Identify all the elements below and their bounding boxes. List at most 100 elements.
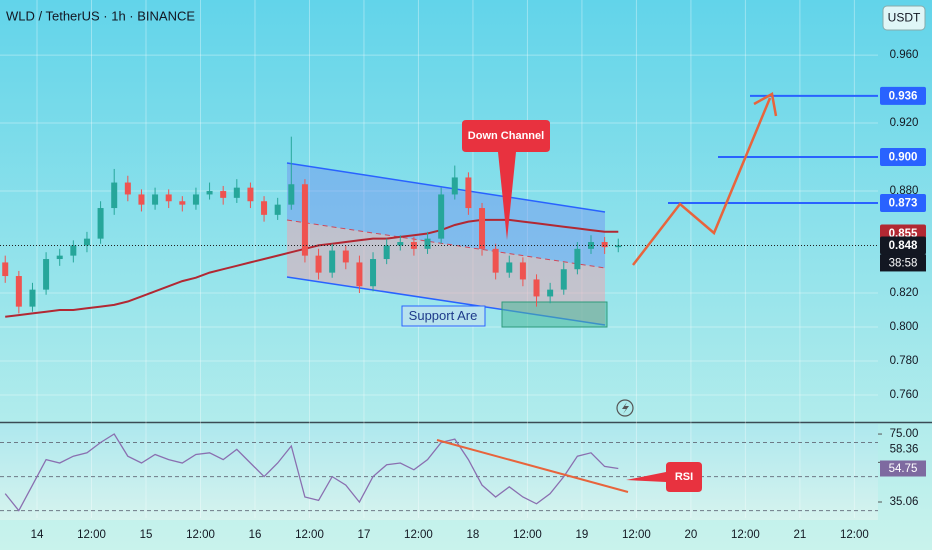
candle-body <box>179 201 186 205</box>
rsi-current-badge <box>880 460 926 477</box>
support-zone <box>501 301 608 328</box>
candle-body <box>356 262 363 287</box>
currency: USDT <box>888 11 921 25</box>
rsi-tick-label: 75.00 <box>890 428 919 440</box>
level-label: 0.936 <box>889 90 918 102</box>
candle-body <box>615 245 622 248</box>
candle-body <box>301 184 308 256</box>
support-label-box <box>401 305 486 327</box>
candle-body <box>274 204 281 215</box>
x-tick-label: 12:00 <box>77 529 106 541</box>
candle-body <box>15 276 22 307</box>
candle-body <box>192 194 199 205</box>
x-tick-label: 14 <box>31 529 44 541</box>
rsi-tick-label: 58.36 <box>890 443 919 455</box>
x-tick-label: 21 <box>793 529 806 541</box>
candle-body <box>97 208 104 239</box>
candle-body <box>547 289 554 297</box>
y-tick-label: 0.960 <box>890 49 919 61</box>
candle-body <box>438 194 445 239</box>
candle-body <box>397 242 404 246</box>
candle-body <box>261 201 268 215</box>
candle-body <box>124 182 131 195</box>
rsi-current-label: 54.75 <box>889 463 918 475</box>
support-label: Support Are <box>409 308 478 323</box>
currency-box[interactable] <box>882 5 926 31</box>
last-price-badge <box>880 236 926 255</box>
candle-body <box>492 248 499 273</box>
candle-body <box>465 177 472 209</box>
candle-body <box>70 245 77 256</box>
y-tick-label: 0.780 <box>890 355 919 367</box>
candle-body <box>601 242 608 248</box>
x-tick-label: 18 <box>467 529 480 541</box>
rsi-line <box>4 433 619 512</box>
candle-body <box>342 250 349 263</box>
candle-body <box>83 238 90 246</box>
candle-body <box>165 194 172 202</box>
candle-body <box>138 194 145 205</box>
y-tick-label: 0.760 <box>890 389 919 401</box>
level-label: 0.900 <box>889 152 918 164</box>
candle-body <box>424 238 431 249</box>
x-tick-label: 12:00 <box>295 529 324 541</box>
candle-body <box>315 255 322 273</box>
candle-body <box>451 177 458 195</box>
projection-path <box>632 97 772 266</box>
rsi-trendline <box>436 439 629 493</box>
x-tick-label: 20 <box>685 529 698 541</box>
x-tick-label: 19 <box>576 529 589 541</box>
x-tick-label: 15 <box>140 529 153 541</box>
candle-body <box>410 242 417 249</box>
candle-body <box>29 289 36 307</box>
rsi-background <box>0 424 878 520</box>
candle-body <box>111 182 118 209</box>
candle-body <box>519 262 526 280</box>
level-badge <box>880 86 926 105</box>
level-badge <box>880 148 926 167</box>
candle-body <box>479 208 486 249</box>
candle-body <box>56 255 63 260</box>
candle-body <box>247 187 254 202</box>
candle-body <box>370 259 377 287</box>
candle-body <box>288 184 295 205</box>
alert-bolt <box>622 402 629 414</box>
candle-body <box>533 279 540 297</box>
countdown-badge <box>880 254 926 272</box>
candle-body <box>383 245 390 260</box>
x-tick-label: 17 <box>358 529 371 541</box>
channel-top <box>286 162 606 213</box>
candle-body <box>220 191 227 198</box>
x-tick-label: 12:00 <box>731 529 760 541</box>
candle-body <box>574 248 581 270</box>
channel-label: Down Channel <box>468 130 544 142</box>
level-label: 0.873 <box>889 197 918 209</box>
y-tick-label: 0.800 <box>890 321 919 333</box>
candle-body <box>506 262 513 273</box>
y-tick-label: 0.920 <box>890 117 919 129</box>
projection-arrowhead <box>753 92 778 117</box>
x-tick-label: 12:00 <box>840 529 869 541</box>
level-badge <box>880 193 926 212</box>
candle-body <box>560 269 567 290</box>
channel-lower-zone <box>287 220 605 325</box>
candle-body <box>329 250 336 273</box>
alert-icon[interactable] <box>616 399 634 417</box>
candle-body <box>206 191 213 195</box>
x-tick-label: 12:00 <box>622 529 651 541</box>
y-tick-label: 0.820 <box>890 287 919 299</box>
x-tick-label: 16 <box>249 529 262 541</box>
x-tick-label: 12:00 <box>404 529 433 541</box>
rsi-label: RSI <box>675 471 693 483</box>
x-tick-label: 12:00 <box>513 529 542 541</box>
candle-body <box>152 194 159 205</box>
rsi-callout <box>626 462 702 492</box>
countdown: 38:58 <box>889 257 918 269</box>
channel-upper-zone <box>287 163 605 268</box>
x-tick-label: 12:00 <box>186 529 215 541</box>
channel-callout <box>462 120 550 240</box>
candle-body <box>2 262 9 277</box>
chart-title: WLD / TetherUS · 1h · BINANCE <box>6 8 195 23</box>
